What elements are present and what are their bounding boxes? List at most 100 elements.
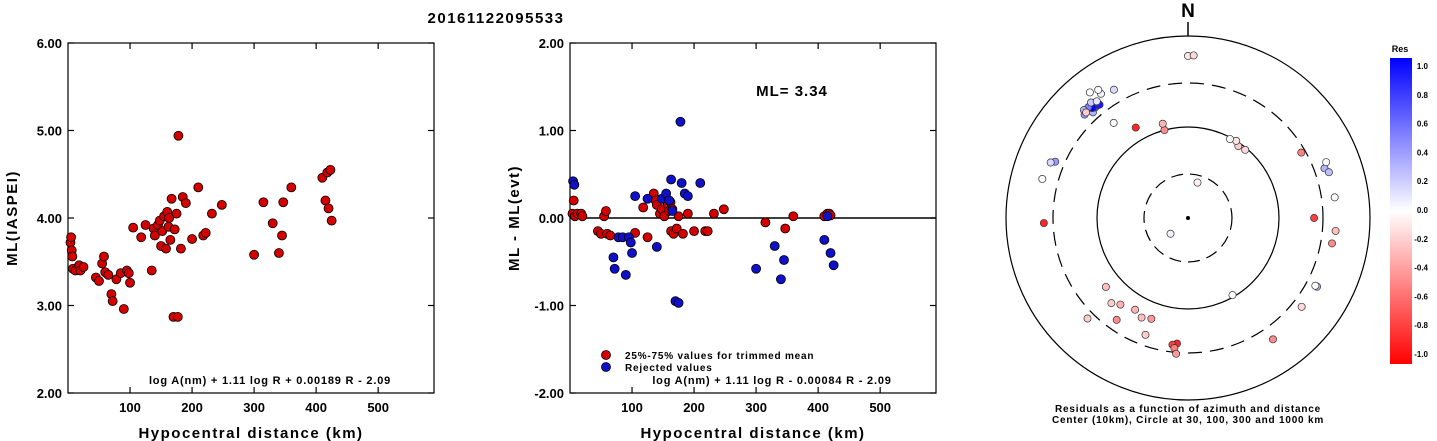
north-label: N: [1181, 1, 1195, 22]
data-point: [128, 222, 139, 233]
rejected-point: [667, 206, 678, 216]
trimmed-point: [682, 208, 693, 219]
data-point: [99, 251, 109, 262]
rejected-point: [776, 274, 786, 285]
station-point: [1107, 299, 1116, 308]
data-point: [258, 197, 269, 208]
x-tick-label: 100: [119, 400, 141, 415]
data-point: [323, 203, 334, 214]
colorbar-tick-label: 0.6: [1417, 120, 1429, 129]
panel1-ticks: 2.00 3.00 4.00 5.00 6.00 100 200 300 400 500: [37, 36, 434, 415]
station-point: [1322, 158, 1331, 167]
data-point: [200, 227, 211, 238]
colorbar-tick-label: -0.6: [1414, 292, 1428, 301]
rejected-point: [627, 248, 637, 258]
data-point: [107, 296, 118, 307]
station-point: [1269, 335, 1277, 344]
data-point: [164, 213, 175, 223]
station-point: [1328, 239, 1336, 248]
data-point: [149, 230, 160, 241]
trimmed-point: [709, 208, 719, 219]
trimmed-point: [577, 211, 588, 222]
station-point: [1092, 97, 1101, 106]
data-point: [161, 243, 171, 254]
panel-residual-vs-distance: -2.00 -1.00 0.00 1.00 2.00 100 200 300 400 500 ML…: [506, 36, 937, 441]
data-point: [267, 218, 278, 229]
data-point: [277, 230, 287, 241]
station-point: [1166, 229, 1175, 238]
colorbar: Res 1.0 0.8 0.6 0.4 0.2 0.0 -0.2 -0.4 -0.6 -0.8 -1…: [1390, 44, 1429, 364]
ml-annotation: ML= 3.34: [756, 83, 828, 100]
rejected-point: [608, 252, 619, 263]
station-point: [1141, 330, 1150, 339]
y-tick-label: 0.00: [539, 211, 564, 226]
station-point: [1297, 302, 1306, 311]
station-point: [1116, 300, 1125, 309]
data-point: [176, 243, 186, 254]
data-point: [136, 232, 147, 243]
station-point: [1083, 314, 1092, 323]
station-point: [1038, 175, 1047, 183]
colorbar-tick-label: 0.2: [1417, 177, 1429, 186]
rejected-point: [630, 191, 641, 202]
data-point: [286, 182, 297, 193]
panel2-points: [567, 116, 839, 308]
colorbar-tick-label: 1.0: [1417, 62, 1429, 71]
colorbar-title: Res: [1392, 44, 1409, 54]
data-point: [187, 234, 197, 244]
x-tick-label: 200: [181, 400, 203, 415]
data-point: [172, 311, 183, 322]
data-point: [123, 268, 134, 279]
station-point: [1131, 305, 1140, 314]
station-point: [1158, 119, 1167, 128]
station-point: [1101, 282, 1110, 291]
station-point: [1226, 135, 1234, 144]
panel2-ylabel: ML - ML(evt): [506, 165, 523, 271]
x-tick-label: 500: [869, 400, 891, 415]
station-point: [1311, 281, 1320, 290]
data-point: [118, 304, 129, 314]
data-point: [166, 193, 177, 204]
rejected-point: [642, 193, 653, 204]
data-point: [207, 208, 217, 219]
data-point: [66, 232, 77, 243]
ring-100km: [1096, 126, 1280, 310]
rejected-point: [620, 269, 631, 280]
rejected-point: [822, 211, 833, 222]
station-point: [1131, 123, 1140, 132]
legend-label-rejected: Rejected values: [625, 363, 713, 374]
station-point: [1330, 193, 1339, 202]
rejected-point: [666, 174, 677, 185]
y-tick-label: 3.00: [37, 299, 62, 314]
ring-1000km: [1005, 35, 1371, 401]
rejected-point: [825, 248, 836, 258]
polar-caption-line2: Center (10km), Circle at 30, 100, 300 an…: [1052, 415, 1324, 426]
colorbar-tick-label: -1.0: [1414, 350, 1428, 359]
station-point: [1228, 291, 1237, 300]
data-point: [180, 198, 191, 209]
legend-label-trimmed: 25%-75% values for trimmed mean: [625, 351, 814, 362]
epicenter-marker: [1186, 216, 1190, 220]
data-point: [125, 277, 135, 288]
rejected-point: [819, 234, 830, 245]
station-point: [1297, 148, 1306, 157]
data-point: [94, 276, 104, 286]
trimmed-point: [671, 223, 682, 234]
rejected-point: [682, 191, 693, 202]
station-point: [1109, 85, 1118, 94]
station-point: [1082, 108, 1091, 117]
trimmed-point: [642, 232, 653, 243]
colorbar-gradient: [1390, 58, 1412, 364]
data-point: [78, 262, 89, 272]
y-tick-label: 2.00: [37, 386, 62, 401]
rejected-point: [779, 255, 789, 265]
panel1-points: [65, 130, 337, 322]
rejected-point: [751, 263, 762, 274]
trimmed-point: [780, 223, 791, 234]
trimmed-point: [788, 211, 799, 222]
rejected-point: [675, 116, 686, 127]
y-tick-label: 1.00: [539, 124, 564, 139]
data-point: [171, 208, 182, 219]
station-point: [1109, 118, 1118, 127]
colorbar-tick-label: -0.4: [1414, 264, 1428, 273]
